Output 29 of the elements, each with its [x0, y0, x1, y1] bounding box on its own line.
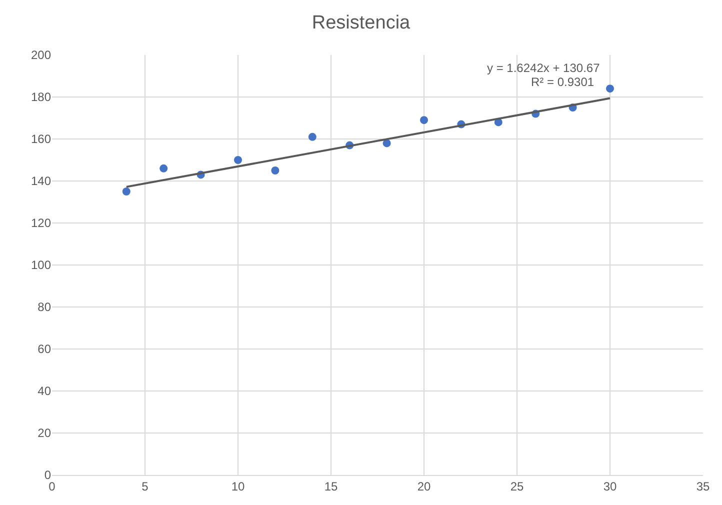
x-tick-label: 15 — [324, 479, 338, 494]
y-tick-label: 140 — [30, 174, 52, 188]
y-tick-label: 80 — [38, 300, 52, 314]
point — [606, 84, 614, 93]
y-tick-label: 100 — [30, 258, 52, 272]
x-tick-label: 10 — [231, 479, 245, 494]
chart-title: Resistencia — [312, 12, 411, 34]
y-tick-label: 160 — [30, 132, 52, 146]
annotation: R² = 0.9301 — [531, 75, 594, 89]
point — [308, 132, 316, 141]
point — [160, 164, 168, 172]
y-tick-label: 120 — [30, 216, 52, 230]
point — [122, 188, 130, 196]
x-tick-label: 35 — [696, 479, 710, 494]
point — [271, 166, 280, 174]
y-tick-label: 180 — [30, 90, 52, 104]
x-tick-label: 30 — [603, 479, 617, 494]
y-tick-label: 0 — [44, 468, 52, 482]
annotation: y = 1.6242x + 130.67 — [487, 61, 600, 75]
y-tick-label: 40 — [38, 384, 52, 398]
y-tick-label: 20 — [38, 426, 52, 440]
point — [420, 116, 428, 124]
x-tick-label: 5 — [142, 479, 149, 494]
x-tick-label: 20 — [417, 479, 431, 494]
x-tick-label: 25 — [510, 479, 524, 494]
point — [382, 139, 391, 148]
y-tick-label: 200 — [30, 48, 52, 62]
point — [234, 156, 242, 164]
y-tick-label: 60 — [38, 342, 52, 356]
